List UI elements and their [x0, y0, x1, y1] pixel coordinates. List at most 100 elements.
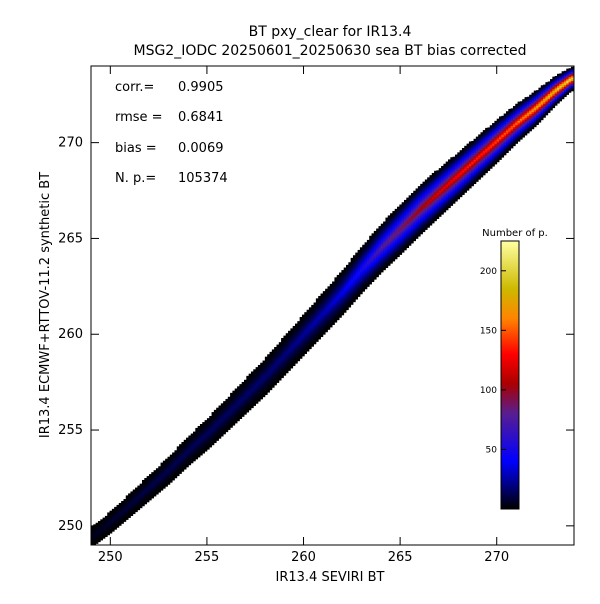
density-cell	[167, 463, 171, 466]
colorbar-segment	[501, 339, 519, 341]
density-cell	[366, 264, 370, 267]
density-cell	[336, 276, 340, 279]
density-cell	[420, 185, 423, 188]
colorbar-segment	[501, 271, 519, 273]
density-cell	[554, 75, 558, 79]
density-cell	[260, 385, 263, 388]
density-cell	[461, 161, 465, 164]
density-cell	[179, 449, 182, 452]
density-cell	[169, 480, 173, 483]
density-cell	[297, 357, 301, 360]
density-cell	[311, 318, 314, 321]
density-cell	[517, 111, 521, 115]
density-cell	[570, 68, 574, 71]
density-cell	[378, 248, 382, 251]
density-cell	[341, 289, 345, 292]
density-cell	[320, 300, 324, 303]
density-cell	[434, 182, 437, 185]
density-cell	[522, 128, 525, 131]
density-cell	[452, 163, 456, 166]
density-cell	[417, 196, 421, 199]
density-cell	[468, 162, 472, 165]
density-cell	[487, 151, 491, 154]
density-cell	[283, 335, 287, 338]
density-cell	[181, 459, 185, 462]
density-cell	[260, 392, 263, 395]
colorbar-segment	[501, 304, 519, 306]
density-cell	[408, 221, 412, 224]
density-cell	[431, 207, 435, 210]
density-cell	[413, 194, 416, 197]
density-cell	[468, 170, 472, 173]
density-cell	[262, 393, 266, 396]
density-cell	[283, 342, 287, 345]
density-cell	[97, 522, 101, 525]
density-cell	[102, 531, 106, 534]
density-cell	[457, 192, 461, 195]
density-cell	[394, 251, 398, 255]
density-cell	[311, 311, 314, 314]
density-cell	[529, 105, 532, 108]
density-cell	[93, 543, 97, 545]
density-cell	[274, 372, 277, 375]
density-cell	[315, 339, 319, 342]
density-cell	[281, 372, 284, 375]
density-cell	[524, 133, 528, 136]
density-cell	[320, 321, 324, 324]
colorbar-segment	[501, 362, 519, 364]
density-cell	[494, 150, 498, 153]
density-cell	[253, 379, 257, 382]
density-cell	[169, 475, 173, 478]
density-cell	[429, 199, 433, 202]
density-cell	[494, 148, 498, 151]
density-cell	[406, 199, 410, 202]
density-cell	[492, 152, 495, 155]
density-cell	[304, 331, 308, 334]
density-cell	[401, 241, 405, 245]
density-cell	[431, 190, 435, 193]
density-cell	[424, 201, 428, 205]
density-cell	[366, 272, 370, 275]
density-cell	[332, 307, 335, 310]
density-cell	[443, 189, 447, 192]
density-cell	[452, 177, 456, 180]
density-cell	[142, 481, 145, 484]
density-cell	[148, 496, 152, 499]
density-cell	[176, 473, 180, 477]
density-cell	[519, 120, 523, 123]
density-cell	[355, 261, 359, 264]
density-cell	[522, 118, 525, 121]
density-cell	[295, 344, 298, 347]
density-cell	[142, 479, 145, 483]
density-cell	[322, 308, 326, 311]
density-cell	[260, 381, 263, 384]
density-cell	[401, 221, 405, 224]
density-cell	[461, 148, 465, 151]
density-cell	[366, 277, 370, 280]
density-cell	[290, 355, 294, 359]
density-cell	[487, 134, 491, 137]
density-cell	[318, 302, 321, 305]
density-cell	[288, 330, 291, 333]
density-cell	[424, 207, 428, 210]
density-cell	[174, 469, 178, 472]
density-cell	[547, 107, 551, 110]
density-cell	[536, 103, 539, 107]
density-cell	[359, 271, 363, 274]
colorbar-segment	[501, 475, 519, 477]
density-cell	[348, 270, 352, 273]
density-cell	[107, 512, 110, 515]
chart-subtitle: MSG2_IODC 20250601_20250630 sea BT bias …	[133, 43, 526, 59]
density-cell	[359, 283, 363, 286]
density-cell	[566, 85, 569, 88]
density-cell	[271, 352, 275, 355]
density-cell	[459, 163, 463, 167]
colorbar-tick-label: 100	[480, 386, 497, 396]
density-cell	[508, 131, 512, 134]
density-cell	[466, 164, 470, 167]
density-cell	[151, 494, 154, 497]
density-cell	[301, 319, 305, 322]
density-cell	[209, 422, 212, 425]
density-cell	[540, 90, 544, 93]
density-cell	[438, 187, 442, 190]
